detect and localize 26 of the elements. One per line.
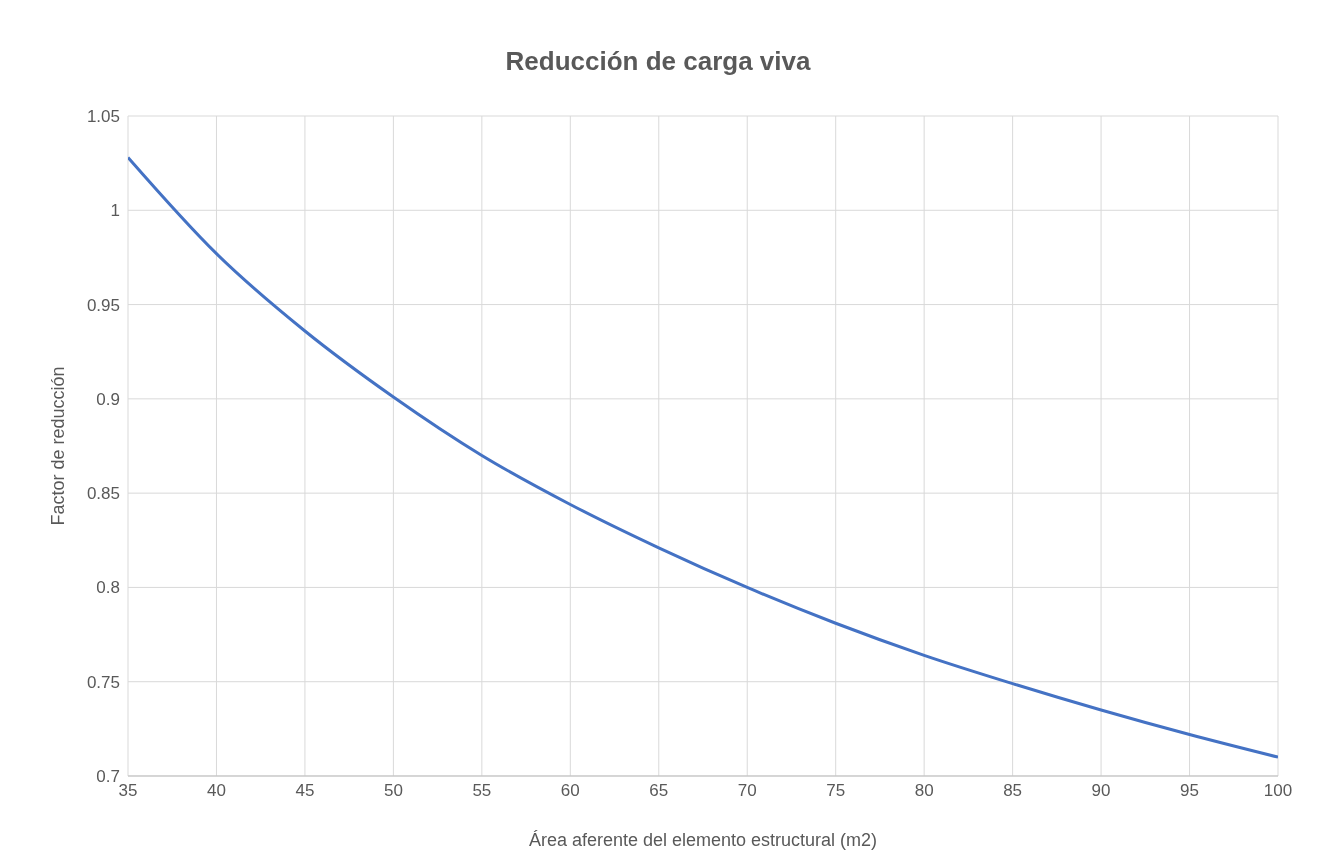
- x-tick-label: 85: [1003, 781, 1023, 801]
- x-tick-label: 55: [472, 781, 492, 801]
- y-tick-label: 1.05: [86, 107, 120, 127]
- x-tick-label: 65: [649, 781, 669, 801]
- x-tick-label: 80: [914, 781, 934, 801]
- y-tick-label: 0.95: [86, 295, 120, 315]
- y-tick-label: 0.75: [86, 672, 120, 692]
- x-tick-label: 60: [560, 781, 580, 801]
- line-series: [128, 155, 1278, 759]
- y-axis-title: Factor de reducción: [48, 366, 69, 526]
- x-tick-label: 100: [1263, 781, 1293, 801]
- y-tick-label: 1: [110, 201, 120, 221]
- x-tick-label: 35: [118, 781, 138, 801]
- x-tick-label: 50: [383, 781, 403, 801]
- x-tick-label: 40: [207, 781, 226, 801]
- x-tick-label: 45: [295, 781, 315, 801]
- x-axis-title: Área aferente del elemento estructural (m2): [528, 830, 878, 850]
- x-tick-label: 90: [1091, 781, 1111, 801]
- x-tick-label: 95: [1180, 781, 1199, 801]
- y-tick-label: 0.7: [96, 767, 120, 787]
- y-tick-label: 0.8: [96, 578, 120, 598]
- y-tick-label: 0.9: [96, 389, 120, 409]
- y-tick-label: 0.85: [86, 484, 120, 504]
- x-tick-label: 75: [826, 781, 846, 801]
- chart-title: Reducción de carga viva: [504, 45, 812, 78]
- x-tick-label: 70: [737, 781, 757, 801]
